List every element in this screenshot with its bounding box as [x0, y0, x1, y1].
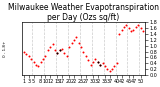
Point: [92, 61, 94, 63]
Point: [137, 24, 140, 26]
Point: [101, 63, 104, 64]
Point: [111, 68, 113, 70]
Point: [127, 27, 130, 29]
Point: [44, 55, 47, 57]
Title: Milwaukee Weather Evapotranspiration
per Day (Ozs sq/ft): Milwaukee Weather Evapotranspiration per…: [8, 3, 159, 22]
Point: [123, 26, 125, 27]
Point: [56, 52, 59, 54]
Point: [82, 51, 85, 52]
Point: [28, 55, 30, 57]
Point: [37, 66, 40, 67]
Point: [35, 64, 37, 66]
Point: [87, 60, 89, 61]
Point: [73, 39, 75, 41]
Point: [99, 64, 101, 66]
Point: [32, 61, 35, 63]
Point: [77, 42, 80, 43]
Point: [58, 49, 61, 51]
Point: [75, 36, 78, 38]
Point: [96, 61, 99, 63]
Point: [30, 58, 32, 60]
Point: [139, 27, 142, 29]
Point: [96, 61, 99, 63]
Point: [80, 46, 82, 48]
Point: [51, 44, 54, 45]
Point: [47, 49, 49, 51]
Point: [89, 64, 92, 66]
Point: [94, 58, 97, 60]
Point: [42, 58, 44, 60]
Point: [63, 52, 66, 54]
Point: [118, 33, 120, 35]
Point: [70, 42, 73, 43]
Point: [120, 29, 123, 30]
Point: [106, 68, 108, 70]
Point: [132, 29, 135, 30]
Point: [108, 70, 111, 71]
Point: [125, 24, 128, 26]
Point: [104, 66, 106, 67]
Point: [25, 54, 28, 55]
Point: [54, 49, 56, 51]
Point: [61, 48, 63, 49]
Point: [135, 26, 137, 27]
Point: [56, 52, 59, 54]
Point: [116, 63, 118, 64]
Point: [39, 61, 42, 63]
Point: [130, 30, 132, 32]
Point: [99, 64, 101, 66]
Point: [49, 46, 52, 48]
Point: [58, 49, 61, 51]
Point: [23, 51, 25, 52]
Point: [142, 30, 144, 32]
Text: 0 - 1.8+: 0 - 1.8+: [3, 40, 7, 57]
Point: [85, 55, 87, 57]
Point: [68, 46, 71, 48]
Point: [66, 55, 68, 57]
Point: [113, 66, 116, 67]
